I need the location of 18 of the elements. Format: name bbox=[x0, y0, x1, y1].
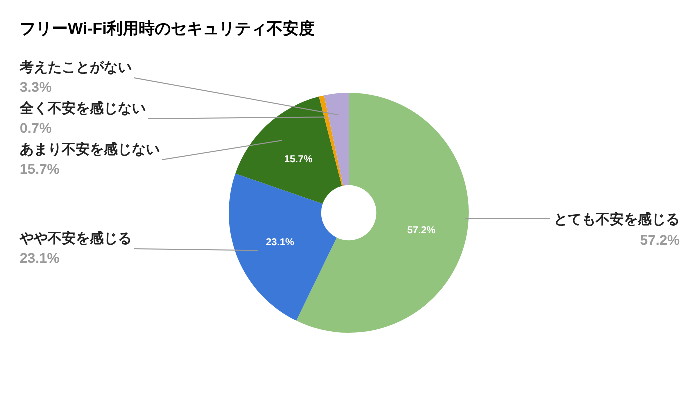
text: 15.7% bbox=[20, 161, 60, 177]
data-label: 15.7% bbox=[284, 154, 313, 166]
donut-slice bbox=[236, 96, 342, 204]
slice-label: 全く不安を感じない bbox=[19, 100, 146, 116]
data-label: 3.3% bbox=[20, 79, 52, 95]
donut-slice bbox=[319, 96, 344, 186]
slice-label: あまり不安を感じない bbox=[20, 141, 160, 157]
donut-slice bbox=[229, 174, 337, 321]
slice-label: 考えたことがない bbox=[19, 59, 132, 75]
text: 57.2% bbox=[640, 232, 680, 248]
text: 23.1% bbox=[20, 250, 60, 266]
donut-slice bbox=[324, 93, 349, 186]
data-label: 57.2% bbox=[407, 226, 436, 237]
slice-label: やや不安を感じる bbox=[19, 230, 132, 246]
data-label: 0.7% bbox=[20, 120, 52, 136]
chart-title: フリーWi-Fi利用時のセキュリティ不安度 bbox=[20, 19, 315, 38]
slice-label: とても不安を感じる bbox=[554, 211, 680, 227]
data-label: 23.1% bbox=[266, 237, 295, 248]
